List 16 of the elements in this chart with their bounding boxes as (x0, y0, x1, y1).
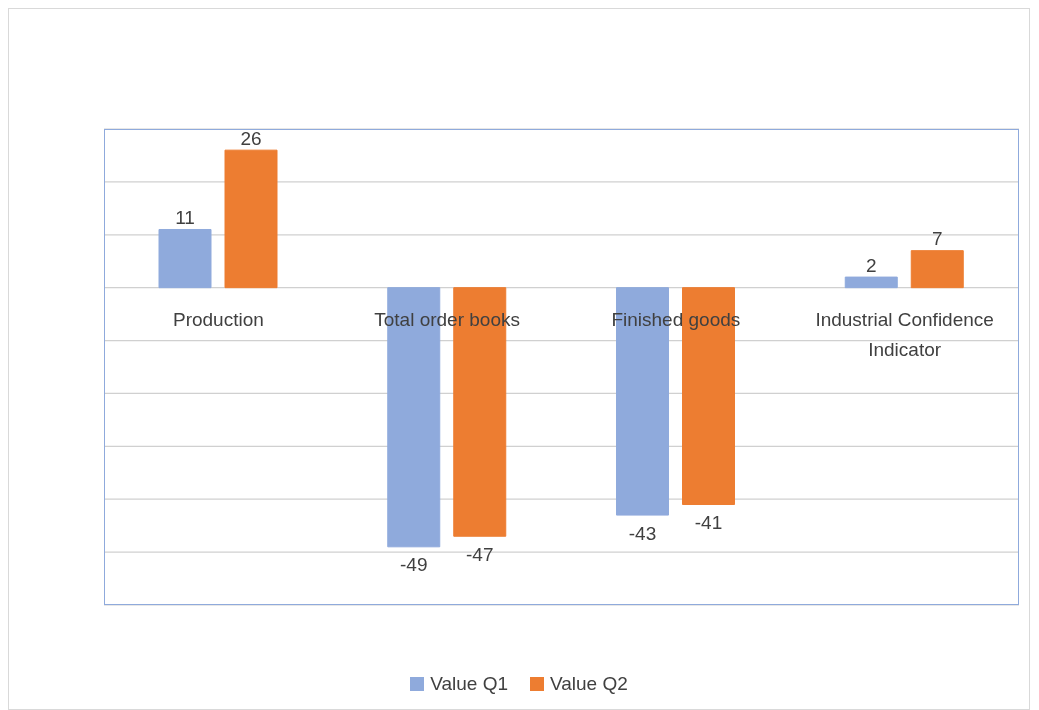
legend-label: Value Q1 (430, 673, 508, 695)
x-tick-label: Industrial Confidence Indicator (815, 308, 994, 360)
data-label: -43 (628, 522, 657, 544)
bar (224, 149, 278, 289)
data-label: 26 (240, 127, 262, 149)
data-label: 11 (175, 206, 195, 228)
data-label: 7 (931, 228, 943, 250)
bar (844, 276, 898, 289)
bar (158, 228, 212, 289)
data-label: -41 (694, 512, 723, 534)
x-tick-label: Production (172, 308, 264, 330)
data-label: 2 (865, 254, 877, 276)
data-label: -49 (400, 554, 428, 576)
bar (910, 250, 964, 289)
legend-label: Value Q2 (550, 673, 628, 695)
data-label: -47 (466, 543, 494, 565)
